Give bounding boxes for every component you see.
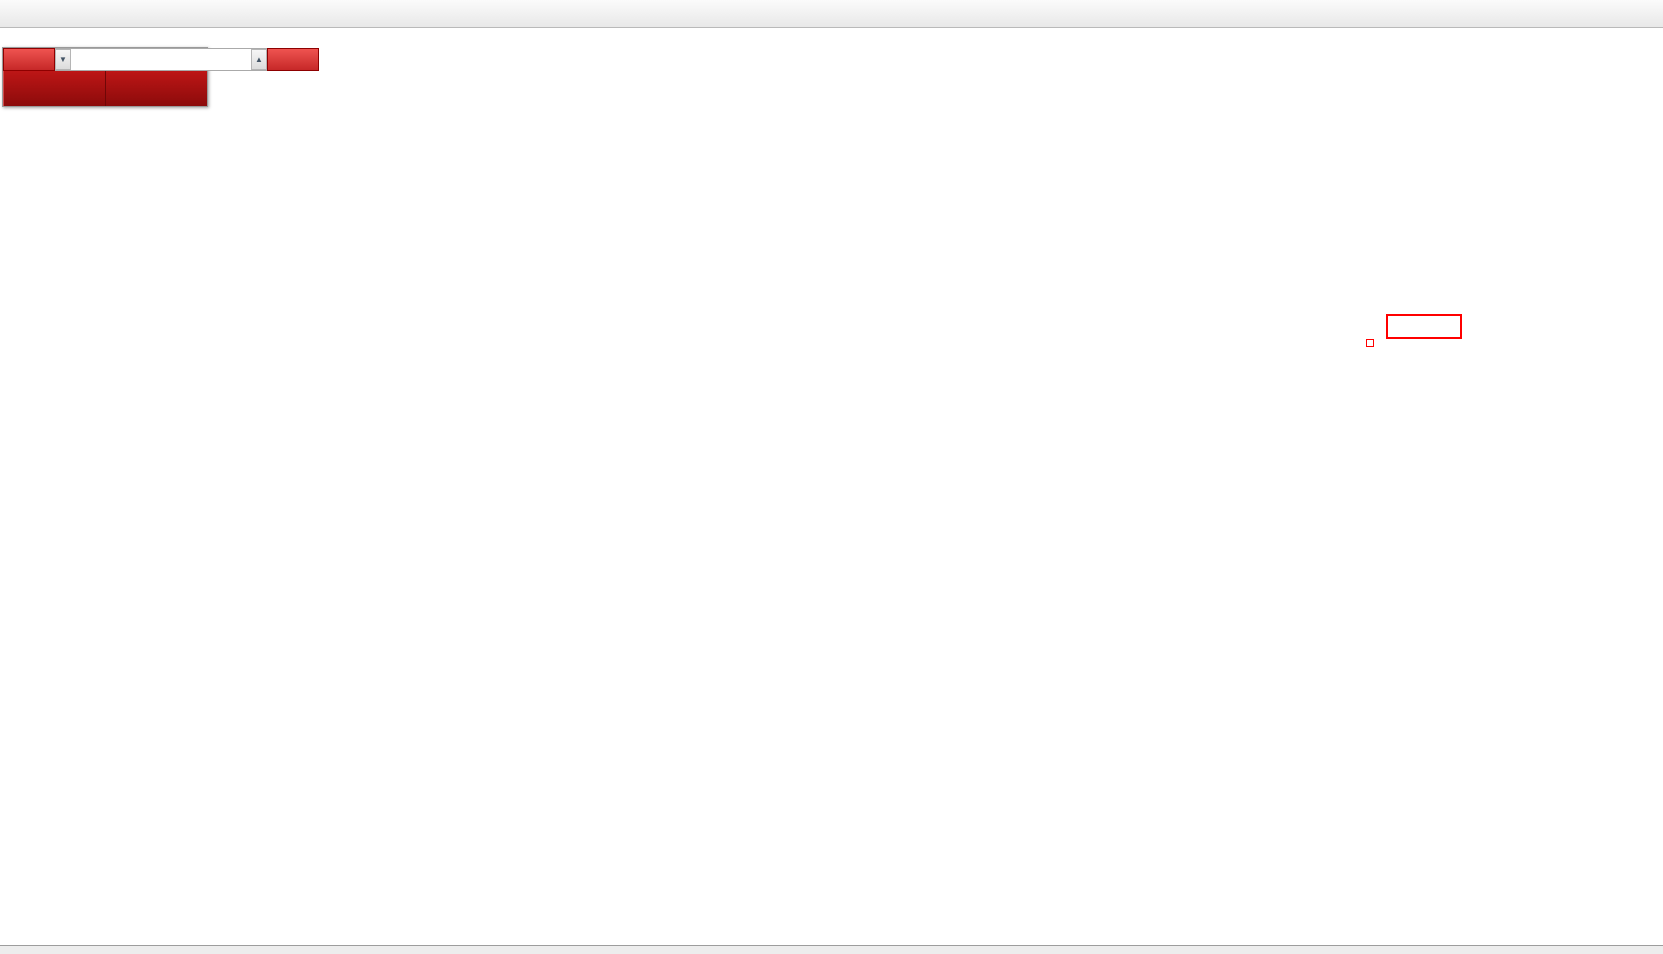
volume-spinner: ▼ ▲	[55, 48, 267, 71]
buy-button[interactable]	[267, 48, 319, 71]
volume-input[interactable]	[71, 49, 251, 70]
sell-button[interactable]	[3, 48, 55, 71]
one-click-trading-panel: ▼ ▲	[2, 47, 319, 107]
toolbar	[0, 0, 1663, 28]
line-handle[interactable]	[1366, 339, 1374, 347]
status-bar	[0, 945, 1663, 954]
volume-decrease-button[interactable]: ▼	[55, 49, 71, 70]
price-level-label[interactable]	[1386, 314, 1462, 339]
chart-title	[6, 34, 12, 48]
macd-header	[8, 592, 11, 604]
buy-price[interactable]	[106, 71, 208, 106]
volume-increase-button[interactable]: ▲	[251, 49, 267, 70]
sell-price[interactable]	[3, 71, 106, 106]
